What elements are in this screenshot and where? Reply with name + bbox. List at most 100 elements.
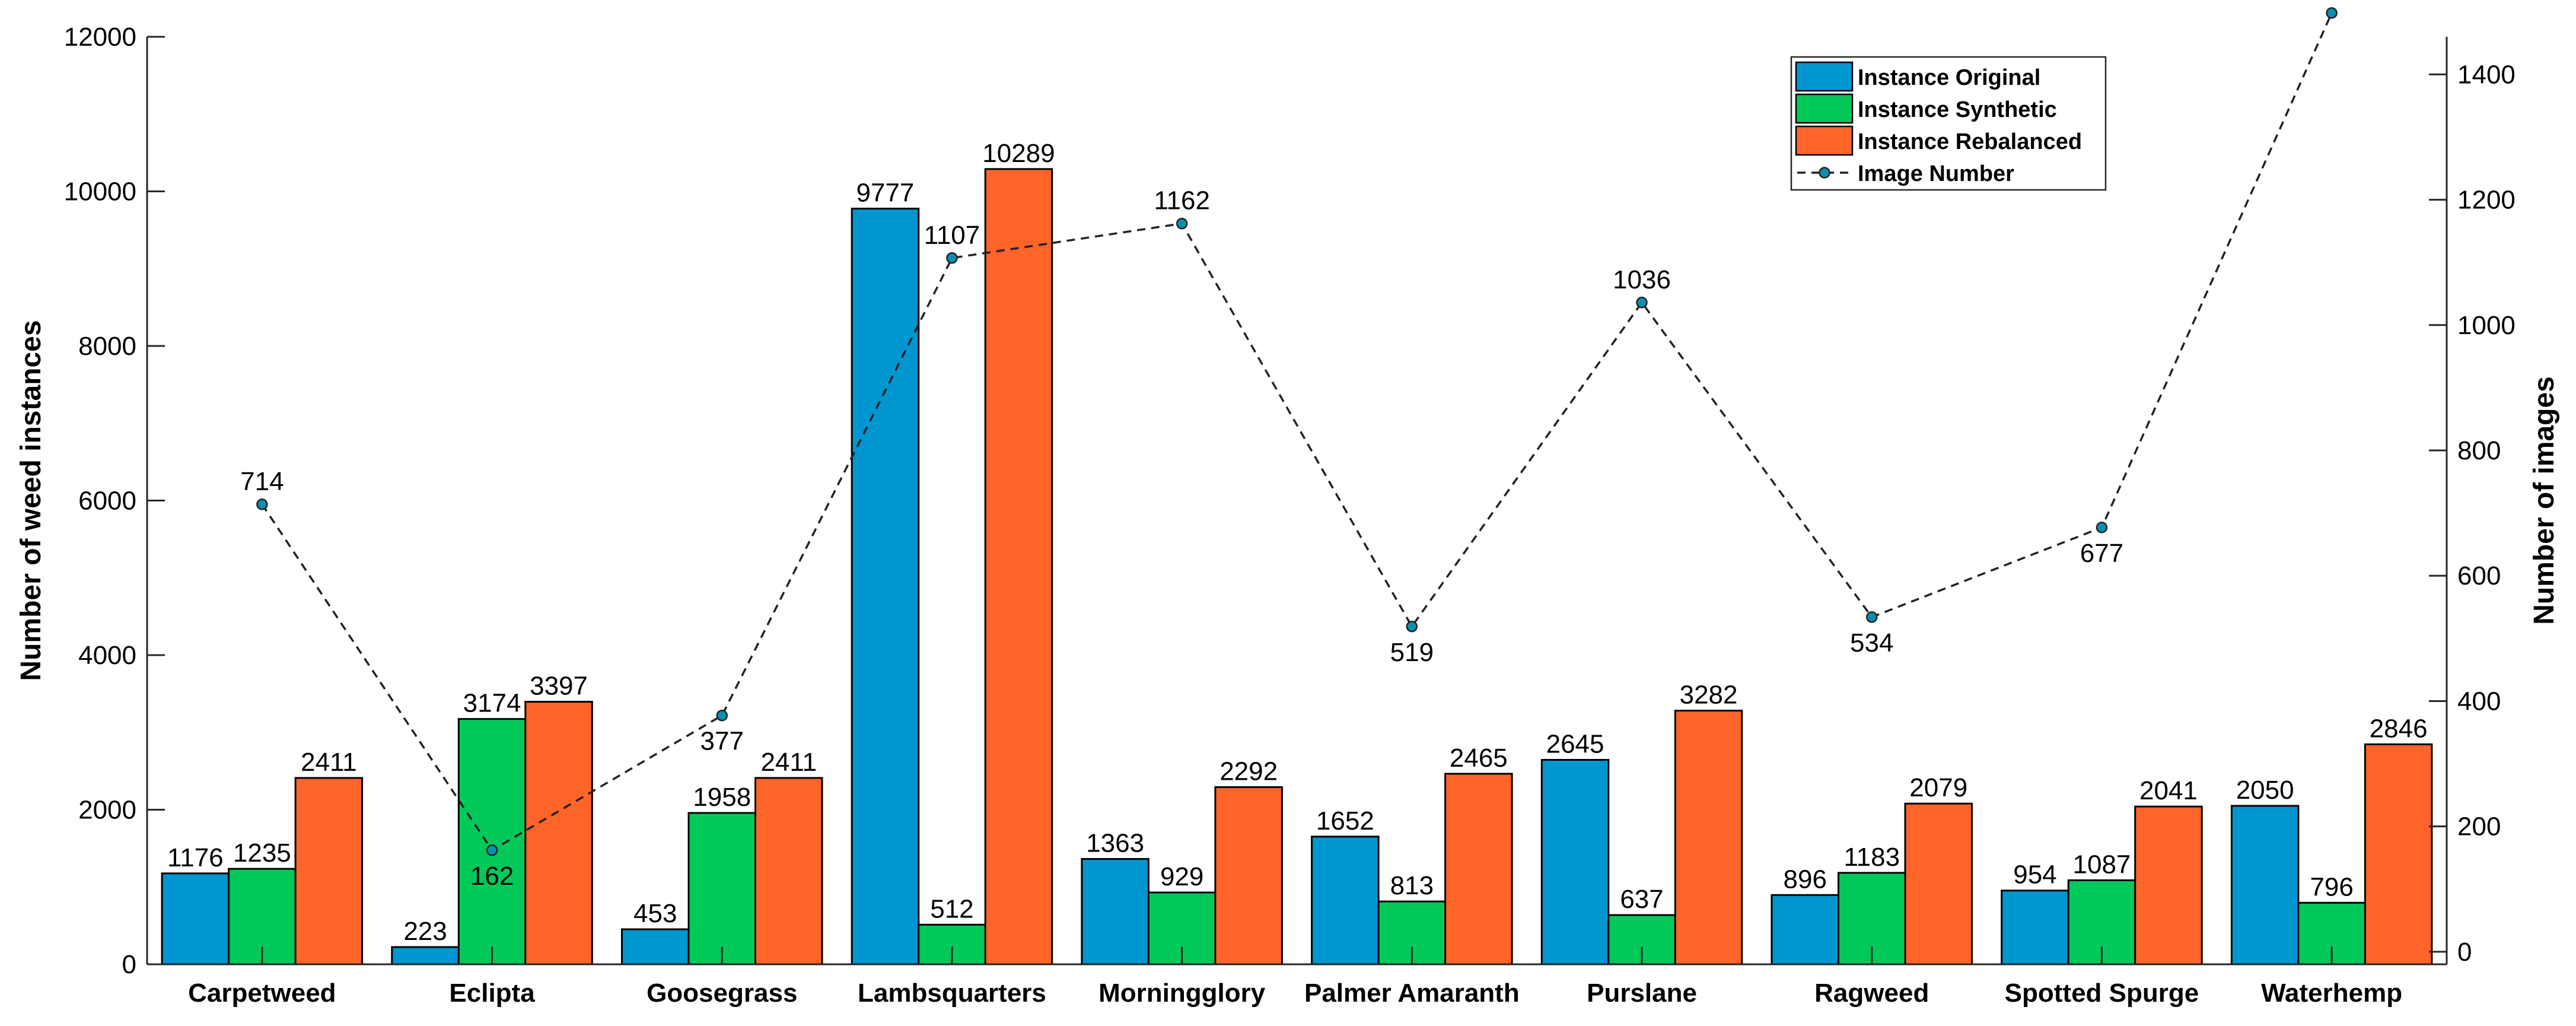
y-axis-title-right: Number of images [2529, 376, 2560, 625]
bar-instance-rebalanced-lambsquarters [984, 168, 1053, 965]
bar-value-label: 9777 [856, 179, 915, 208]
bar-value-label: 3282 [1680, 681, 1738, 710]
x-tick-label: Palmer Amaranth [1304, 979, 1520, 1008]
bar-instance-original-morningglory [1081, 857, 1150, 965]
image-number-label: 1162 [1154, 186, 1210, 215]
legend-marker [1819, 167, 1830, 179]
bar-value-label: 2079 [1909, 773, 1967, 802]
image-number-line [261, 12, 2333, 852]
legend-entry-label: Image Number [1858, 161, 2014, 186]
bar-value-label: 223 [403, 917, 447, 946]
bar-value-label: 896 [1784, 865, 1827, 894]
bar-instance-rebalanced-purslane [1674, 710, 1743, 965]
y-axis-title-left: Number of weed instances [15, 320, 47, 681]
bar-value-label: 796 [2310, 872, 2353, 901]
x-tick-label: Spotted Spurge [2005, 979, 2199, 1008]
bar-instance-synthetic-goosegrass [687, 812, 756, 965]
x-tick-label: Lambsquarters [858, 979, 1046, 1008]
bar-labels-group: 1176 1235 2411 223 3174 3397 453 1958 2411 9777 51… [167, 139, 2428, 946]
bar-instance-original-ragweed [1771, 894, 1839, 965]
bar-instance-rebalanced-palmer-amaranth [1444, 773, 1513, 965]
bar-instance-rebalanced-eclipta [524, 701, 593, 965]
bar-value-label: 1958 [693, 783, 751, 812]
bar-value-label: 637 [1620, 885, 1663, 914]
bar-value-label: 2846 [2370, 714, 2428, 743]
image-number-marker [2096, 522, 2108, 533]
bar-value-label: 1176 [167, 843, 224, 872]
bar-instance-original-waterhemp [2230, 805, 2300, 965]
bar-value-label: 1652 [1316, 806, 1374, 836]
x-tick-label: Ragweed [1814, 979, 1929, 1008]
bar-instance-original-palmer-amaranth [1311, 836, 1380, 965]
image-number-label: 714 [240, 467, 284, 496]
bar-instance-original-carpetweed [161, 872, 230, 965]
bar-instance-rebalanced-ragweed [1904, 802, 1973, 965]
bar-value-label: 929 [1160, 862, 1203, 891]
bar-instance-rebalanced-carpetweed [294, 777, 364, 965]
bar-value-label: 2645 [1546, 729, 1604, 758]
x-tick-label: Purslane [1587, 979, 1697, 1008]
image-number-marker [486, 844, 498, 856]
bar-value-label: 1087 [2073, 850, 2131, 879]
y-tick-label-right: 600 [2457, 561, 2501, 590]
bar-value-label: 813 [1390, 871, 1434, 900]
bar-value-label: 2411 [301, 748, 357, 777]
axes-group: 0 2000 4000 6000 8000 10000 12000 0 200 400 600 800… [15, 23, 2560, 1008]
image-number-marker [716, 709, 728, 722]
bar-instance-original-goosegrass [621, 928, 690, 965]
bar-value-label: 954 [2013, 860, 2056, 890]
legend-swatch [1795, 93, 1854, 124]
image-number-marker [1406, 621, 1418, 633]
image-number-line-group: 714 162 377 1107 1162 519 1036 534 677 1498 [240, 0, 2378, 891]
bars-group [161, 168, 2433, 965]
bar-instance-original-purslane [1540, 758, 1610, 965]
bar-value-label: 1363 [1086, 828, 1144, 857]
y-tick-label-right: 1000 [2457, 311, 2515, 340]
bar-value-label: 2041 [2139, 776, 2198, 805]
y-tick-label-right: 1200 [2457, 186, 2515, 215]
image-number-marker [256, 498, 268, 510]
y-tick-label-right: 800 [2457, 436, 2501, 465]
image-number-marker [1636, 297, 1648, 309]
bar-value-label: 1235 [233, 838, 291, 868]
y-tick-label-left: 8000 [78, 332, 136, 361]
bar-instance-rebalanced-goosegrass [754, 777, 823, 965]
bar-value-label: 2465 [1450, 744, 1508, 773]
image-number-marker [1866, 611, 1878, 623]
bar-value-label: 2050 [2236, 776, 2294, 805]
image-number-label: 1107 [924, 221, 980, 250]
image-number-label: 677 [2080, 539, 2123, 568]
y-tick-label-right: 200 [2457, 812, 2501, 841]
y-tick-label-right: 1400 [2457, 60, 2515, 89]
image-number-label: 1498 [2320, 0, 2378, 5]
x-tick-label: Waterhemp [2261, 979, 2402, 1008]
legend-entry-label: Instance Original [1858, 65, 2040, 90]
legend: Instance Original Instance Synthetic Insta… [1790, 56, 2107, 191]
legend-swatch [1795, 125, 1854, 156]
y-tick-label-left: 6000 [78, 487, 136, 516]
image-number-label: 534 [1850, 628, 1893, 657]
y-tick-label-left: 10000 [64, 177, 136, 207]
image-number-marker [2326, 7, 2338, 19]
y-tick-label-left: 12000 [64, 23, 136, 52]
y-tick-label-left: 2000 [78, 796, 136, 825]
bar-instance-rebalanced-morningglory [1214, 786, 1283, 965]
y-tick-label-left: 0 [122, 950, 136, 979]
bar-value-label: 2292 [1219, 757, 1278, 786]
image-number-marker [946, 252, 958, 264]
image-number-label: 1036 [1613, 265, 1671, 294]
x-tick-label: Eclipta [449, 979, 535, 1008]
bar-value-label: 512 [930, 894, 973, 923]
bar-value-label: 2411 [760, 748, 817, 777]
image-number-label: 162 [470, 862, 514, 891]
bar-instance-rebalanced-waterhemp [2364, 743, 2433, 965]
y-tick-label-right: 400 [2457, 687, 2501, 716]
y-tick-label-left: 4000 [78, 641, 136, 670]
image-number-marker [1176, 217, 1188, 230]
legend-entry-label: Instance Synthetic [1858, 97, 2057, 122]
image-number-label: 377 [700, 727, 744, 756]
bar-value-label: 1183 [1843, 843, 1900, 872]
legend-swatch [1795, 61, 1854, 92]
bar-value-label: 10289 [982, 139, 1055, 168]
bar-value-label: 3397 [530, 672, 588, 701]
